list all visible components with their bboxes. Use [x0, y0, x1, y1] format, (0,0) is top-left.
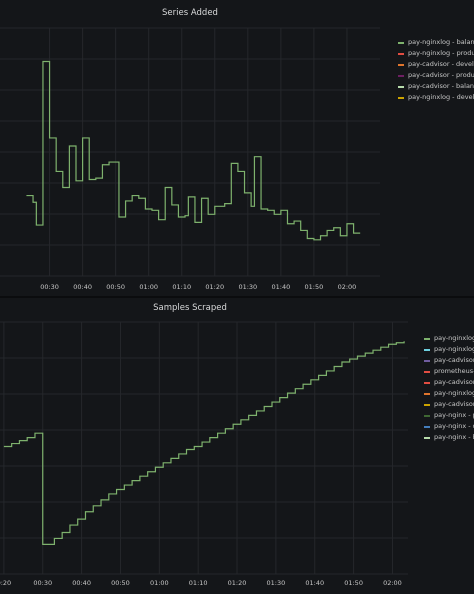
legend-swatch — [398, 85, 404, 88]
chart-series-added: 00:30 00:40 00:50 01:00 01:10 01:20 01:30 01:40… — [0, 27, 380, 291]
legend-label: pay-cadvisor - balancer — [408, 82, 474, 90]
legend-item[interactable]: pay-cadvisor - developme — [398, 59, 474, 70]
x-tick-label: 01:10 — [172, 283, 191, 291]
legend-label: pay-nginxlog — [434, 389, 474, 397]
legend-item[interactable]: pay-cadvisor - productio — [398, 70, 474, 81]
x-tick-label: 02:00 — [338, 283, 357, 291]
panel-samples-scraped[interactable]: Samples Scraped 0:20 00:30 00:40 00:50 01:00… — [0, 298, 474, 594]
legend-label: pay-nginx - pr — [434, 411, 474, 419]
legend-item[interactable]: pay-nginxlog - productio — [398, 48, 474, 59]
legend-label: pay-nginxlog — [434, 345, 474, 353]
panel-title[interactable]: Series Added — [162, 8, 218, 18]
panel-title[interactable]: Samples Scraped — [153, 303, 227, 313]
legend-item[interactable]: pay-nginxlog — [424, 333, 474, 344]
x-tick-label: 01:50 — [305, 283, 324, 291]
x-tick-label: 01:40 — [305, 579, 324, 587]
x-tick-label: 01:50 — [344, 579, 363, 587]
legend-item[interactable]: pay-nginx - de — [424, 421, 474, 432]
legend-swatch — [398, 63, 404, 66]
legend-item[interactable]: pay-cadvisor — [424, 399, 474, 410]
x-tick-label: 00:40 — [72, 579, 91, 587]
legend-item[interactable]: pay-cadvisor — [424, 355, 474, 366]
legend-swatch — [398, 74, 404, 77]
legend-item[interactable]: pay-nginxlog - balancer — [398, 37, 474, 48]
legend-label: pay-nginxlog - productio — [408, 49, 474, 57]
x-tick-label: 01:10 — [189, 579, 208, 587]
legend-label: pay-cadvisor — [434, 378, 474, 386]
series-line — [3, 341, 405, 545]
legend-label: pay-nginxlog — [434, 334, 474, 342]
legend-swatch — [424, 370, 430, 373]
legend-swatch — [398, 96, 404, 99]
x-tick-label: 00:50 — [106, 283, 125, 291]
x-tick-label: 00:50 — [111, 579, 130, 587]
legend-item[interactable]: pay-cadvisor - balancer — [398, 81, 474, 92]
legend-label: pay-cadvisor — [434, 400, 474, 408]
x-tick-label: 01:20 — [205, 283, 224, 291]
legend-swatch — [424, 414, 430, 417]
x-tick-label: 01:00 — [139, 283, 158, 291]
x-tick-label: 01:40 — [272, 283, 291, 291]
legend-swatch — [424, 359, 430, 362]
x-tick-label: 0:20 — [0, 579, 11, 587]
legend-item[interactable]: pay-nginxlog - developme — [398, 92, 474, 103]
x-tick-label: 01:30 — [267, 579, 286, 587]
legend-item[interactable]: pay-nginx - pr — [424, 410, 474, 421]
legend-item[interactable]: pay-cadvisor — [424, 377, 474, 388]
legend-item[interactable]: prometheus-c — [424, 366, 474, 377]
panel-series-added[interactable]: Series Added 00:30 00:40 00:50 01:00 01:10 01… — [0, 0, 474, 296]
legend-item[interactable]: pay-nginxlog — [424, 344, 474, 355]
x-tick-label: 02:00 — [383, 579, 402, 587]
legend-swatch — [424, 425, 430, 428]
x-tick-label: 01:20 — [228, 579, 247, 587]
legend-label: prometheus-c — [434, 367, 474, 375]
x-tick-label: 00:40 — [73, 283, 92, 291]
x-tick-label: 00:30 — [40, 283, 59, 291]
series-line — [26, 60, 361, 241]
legend-label: pay-nginx - de — [434, 422, 474, 430]
x-tick-label: 01:00 — [150, 579, 169, 587]
panel-divider — [0, 296, 474, 298]
legend-label: pay-nginxlog - balancer — [408, 38, 474, 46]
legend-label: pay-cadvisor — [434, 356, 474, 364]
legend-swatch — [424, 348, 430, 351]
legend-swatch — [424, 337, 430, 340]
legend-swatch — [424, 403, 430, 406]
legend-label: pay-cadvisor - developme — [408, 60, 474, 68]
legend-item[interactable]: pay-nginxlog — [424, 388, 474, 399]
legend-swatch — [424, 392, 430, 395]
legend-swatch — [424, 381, 430, 384]
legend-label: pay-cadvisor - productio — [408, 71, 474, 79]
legend-swatch — [398, 52, 404, 55]
x-tick-label: 00:30 — [33, 579, 52, 587]
legend-item[interactable]: pay-nginx - ba — [424, 432, 474, 443]
legend-swatch — [398, 41, 404, 44]
legend-label: pay-nginx - ba — [434, 433, 474, 441]
x-tick-label: 01:30 — [238, 283, 257, 291]
legend-samples-scraped: pay-nginxlog pay-nginxlog pay-cadvisor prom… — [424, 333, 474, 443]
legend-swatch — [424, 436, 430, 439]
chart-samples-scraped: 0:20 00:30 00:40 00:50 01:00 01:10 01:20 01:30 0… — [0, 321, 408, 587]
legend-series-added: pay-nginxlog - balancer pay-nginxlog - pr… — [398, 37, 474, 103]
legend-label: pay-nginxlog - developme — [408, 93, 474, 101]
